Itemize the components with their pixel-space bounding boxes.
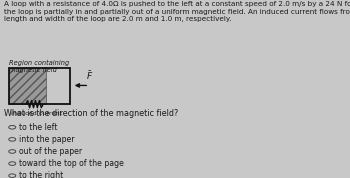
Text: A loop with a resistance of 4.0Ω is pushed to the left at a constant speed of 2.: A loop with a resistance of 4.0Ω is push… <box>4 1 350 22</box>
Text: Region containing
magnetic field: Region containing magnetic field <box>9 60 69 73</box>
Text: What is the direction of the magnetic field?: What is the direction of the magnetic fi… <box>4 109 178 119</box>
Text: induced current: induced current <box>11 111 62 116</box>
Bar <box>9 68 70 104</box>
Text: to the right: to the right <box>19 171 63 178</box>
Bar <box>9 68 46 104</box>
Text: into the paper: into the paper <box>19 135 75 144</box>
Text: out of the paper: out of the paper <box>19 147 82 156</box>
Text: $\bar{F}$: $\bar{F}$ <box>86 69 94 82</box>
Text: to the left: to the left <box>19 123 58 132</box>
Text: toward the top of the page: toward the top of the page <box>19 159 124 168</box>
